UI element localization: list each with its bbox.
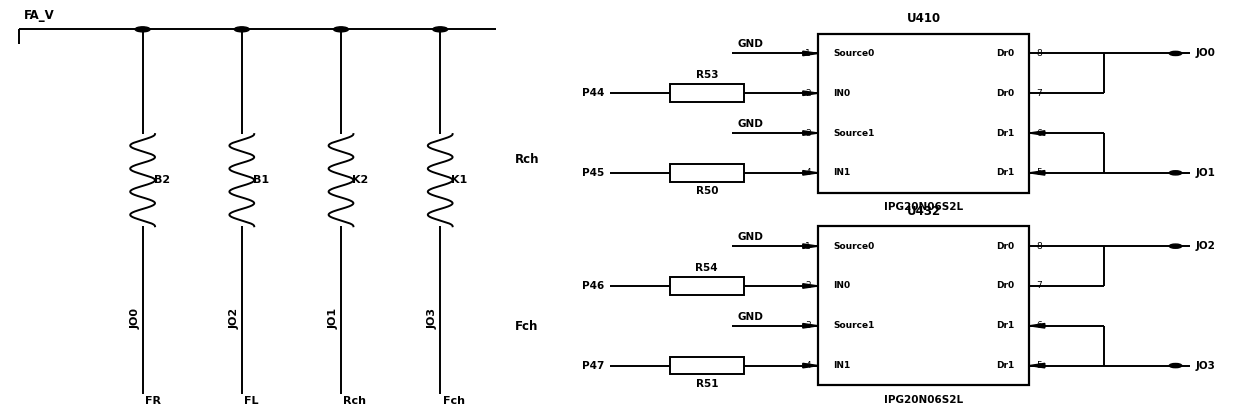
Text: 5: 5 — [1037, 168, 1043, 177]
Circle shape — [1169, 244, 1182, 248]
Circle shape — [1169, 51, 1182, 55]
Text: FA_V: FA_V — [24, 9, 55, 22]
Text: IPG20N06S2L: IPG20N06S2L — [884, 202, 963, 212]
Text: Dr1: Dr1 — [996, 361, 1014, 370]
Circle shape — [433, 27, 448, 32]
Text: GND: GND — [738, 232, 764, 242]
Text: JO0: JO0 — [130, 308, 140, 329]
Text: Source1: Source1 — [833, 321, 874, 330]
Text: GND: GND — [738, 119, 764, 129]
Text: 2: 2 — [805, 89, 811, 98]
Bar — [670, 357, 744, 375]
Text: Dr0: Dr0 — [996, 282, 1014, 290]
Text: IPG20N06S2L: IPG20N06S2L — [884, 395, 963, 405]
Text: R50: R50 — [696, 186, 718, 196]
Text: 8: 8 — [1037, 49, 1043, 58]
Polygon shape — [802, 323, 818, 328]
Polygon shape — [802, 363, 818, 368]
Text: GND: GND — [738, 39, 764, 49]
Polygon shape — [802, 131, 818, 135]
Text: Fch: Fch — [443, 396, 465, 406]
Polygon shape — [1029, 131, 1045, 135]
Text: JO2: JO2 — [1195, 241, 1215, 251]
Polygon shape — [1029, 323, 1045, 328]
Text: JO1: JO1 — [329, 308, 339, 329]
Text: B1: B1 — [253, 175, 269, 185]
Text: FR: FR — [145, 396, 161, 406]
Polygon shape — [802, 244, 818, 248]
Text: 6: 6 — [1037, 129, 1043, 137]
Polygon shape — [1029, 363, 1045, 368]
Text: GND: GND — [738, 312, 764, 322]
Text: IN0: IN0 — [833, 89, 851, 98]
Text: Source0: Source0 — [833, 242, 874, 251]
Text: Dr0: Dr0 — [996, 49, 1014, 58]
Text: Source1: Source1 — [833, 129, 874, 137]
Bar — [670, 164, 744, 182]
Text: 3: 3 — [805, 129, 811, 137]
Text: Fch: Fch — [515, 320, 538, 334]
Text: U410: U410 — [906, 12, 941, 25]
Text: 4: 4 — [805, 361, 811, 370]
Text: Rch: Rch — [515, 153, 539, 166]
Polygon shape — [802, 171, 818, 175]
Text: Dr1: Dr1 — [996, 321, 1014, 330]
Circle shape — [1169, 363, 1182, 368]
Text: P47: P47 — [582, 361, 604, 370]
Text: JO3: JO3 — [1195, 361, 1215, 370]
Polygon shape — [802, 51, 818, 56]
Text: JO3: JO3 — [428, 308, 438, 329]
Text: IN1: IN1 — [833, 361, 851, 370]
Text: Dr0: Dr0 — [996, 242, 1014, 251]
Circle shape — [1169, 171, 1182, 175]
Text: IN0: IN0 — [833, 282, 851, 290]
Text: U432: U432 — [906, 205, 941, 218]
Text: 8: 8 — [1037, 242, 1043, 251]
Text: Dr1: Dr1 — [996, 168, 1014, 177]
Text: JO1: JO1 — [1195, 168, 1215, 178]
Text: FL: FL — [244, 396, 259, 406]
Text: 7: 7 — [1037, 282, 1043, 290]
Text: K2: K2 — [352, 175, 368, 185]
Text: P44: P44 — [582, 88, 604, 98]
Text: R54: R54 — [696, 263, 718, 273]
Polygon shape — [802, 91, 818, 96]
Text: IN1: IN1 — [833, 168, 851, 177]
Text: R51: R51 — [696, 379, 718, 388]
Circle shape — [135, 27, 150, 32]
Bar — [670, 277, 744, 295]
Text: 4: 4 — [805, 168, 811, 177]
Text: Rch: Rch — [343, 396, 367, 406]
Text: B2: B2 — [154, 175, 170, 185]
Text: R53: R53 — [696, 70, 718, 80]
Text: 3: 3 — [805, 321, 811, 330]
Text: 2: 2 — [805, 282, 811, 290]
Text: JO2: JO2 — [229, 308, 239, 329]
Text: K1: K1 — [451, 175, 467, 185]
Text: JO0: JO0 — [1195, 49, 1215, 58]
Text: Dr1: Dr1 — [996, 129, 1014, 137]
Text: Dr0: Dr0 — [996, 89, 1014, 98]
Text: Source0: Source0 — [833, 49, 874, 58]
Polygon shape — [802, 284, 818, 288]
Circle shape — [234, 27, 249, 32]
Text: 1: 1 — [805, 242, 811, 251]
Text: 1: 1 — [805, 49, 811, 58]
Bar — [670, 84, 744, 102]
Text: P45: P45 — [582, 168, 604, 178]
Circle shape — [334, 27, 348, 32]
Polygon shape — [1029, 171, 1045, 175]
Text: 7: 7 — [1037, 89, 1043, 98]
Bar — [818, 226, 1029, 385]
Text: 6: 6 — [1037, 321, 1043, 330]
Bar — [818, 34, 1029, 193]
Text: P46: P46 — [582, 281, 604, 291]
Text: 5: 5 — [1037, 361, 1043, 370]
